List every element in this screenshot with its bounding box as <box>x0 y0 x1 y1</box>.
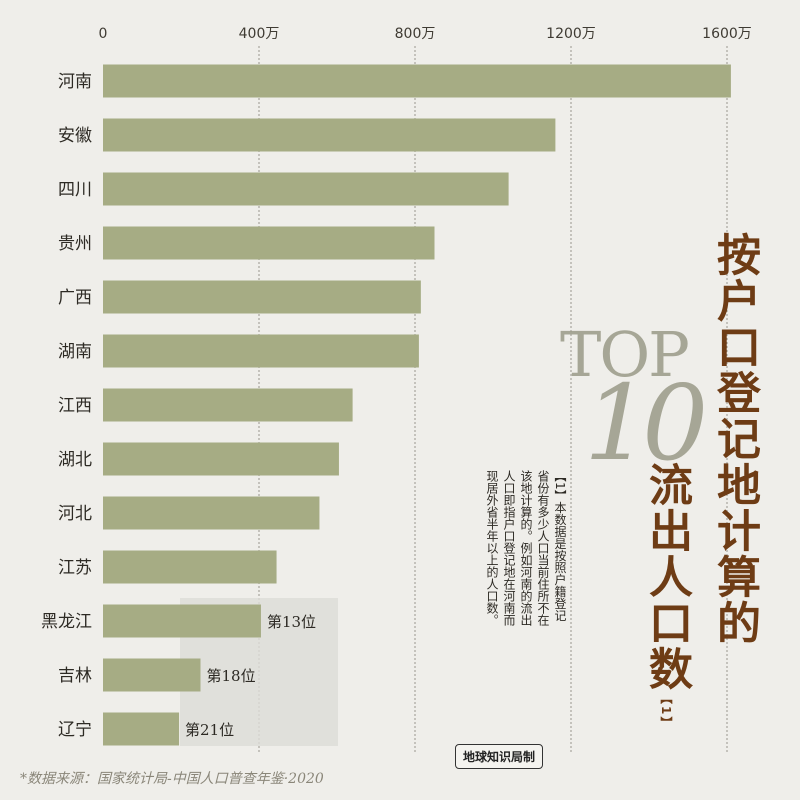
bar <box>103 496 320 530</box>
rank-label: 第13位 <box>267 613 316 631</box>
bar <box>103 172 509 206</box>
bar <box>103 658 201 692</box>
bar <box>103 118 556 152</box>
bar <box>103 388 353 422</box>
category-label: 江苏 <box>58 558 92 578</box>
title-footnote-mark: 【1】 <box>659 692 673 731</box>
bar <box>103 226 435 260</box>
rank-label: 第18位 <box>207 667 256 685</box>
category-label: 河北 <box>58 504 92 524</box>
category-label: 湖南 <box>58 342 92 362</box>
bars <box>103 64 731 746</box>
title-line1-text: 按户口登记地计算的 <box>709 232 760 646</box>
category-label: 黑龙江 <box>41 612 92 632</box>
x-tick-label: 800万 <box>395 26 436 42</box>
x-tick-label: 1600万 <box>702 26 752 42</box>
top-word: TOP <box>560 318 690 391</box>
category-label: 贵州 <box>58 234 92 254</box>
category-label: 江西 <box>58 396 92 416</box>
data-source: *数据来源：国家统计局-中国人口普查年鉴·2020 <box>20 771 324 787</box>
category-label: 湖北 <box>58 450 92 470</box>
bar <box>103 442 339 476</box>
bar <box>103 280 421 314</box>
bar <box>103 64 731 98</box>
title-line2-text: 流出人口数 <box>641 462 692 692</box>
bar <box>103 334 419 368</box>
top-number: 10 <box>584 362 708 484</box>
category-label: 吉林 <box>58 666 92 686</box>
footnote: 【1】本数据是按照户籍登记省份有多少人口当前住所不在该地计算的。例如河南的流出人… <box>485 470 567 626</box>
bar <box>103 604 261 638</box>
category-label: 广西 <box>58 288 92 308</box>
x-tick-label: 0 <box>99 26 108 42</box>
category-label: 四川 <box>58 180 92 200</box>
x-tick-label: 400万 <box>239 26 280 42</box>
chart-title-line1: 按户口登记地计算的 <box>700 232 764 646</box>
bar <box>103 550 277 584</box>
category-label: 辽宁 <box>58 720 92 740</box>
producer-badge: 地球知识局制 <box>455 744 544 769</box>
chart-title-line2: 流出人口数【1】 <box>632 462 696 730</box>
x-tick-label: 1200万 <box>546 26 596 42</box>
rank-label: 第21位 <box>185 721 234 739</box>
category-label: 河南 <box>58 72 92 92</box>
x-axis-ticks: 0 400万 800万 1200万 1600万 <box>99 26 752 42</box>
category-label: 安徽 <box>58 126 92 146</box>
bar <box>103 712 180 746</box>
